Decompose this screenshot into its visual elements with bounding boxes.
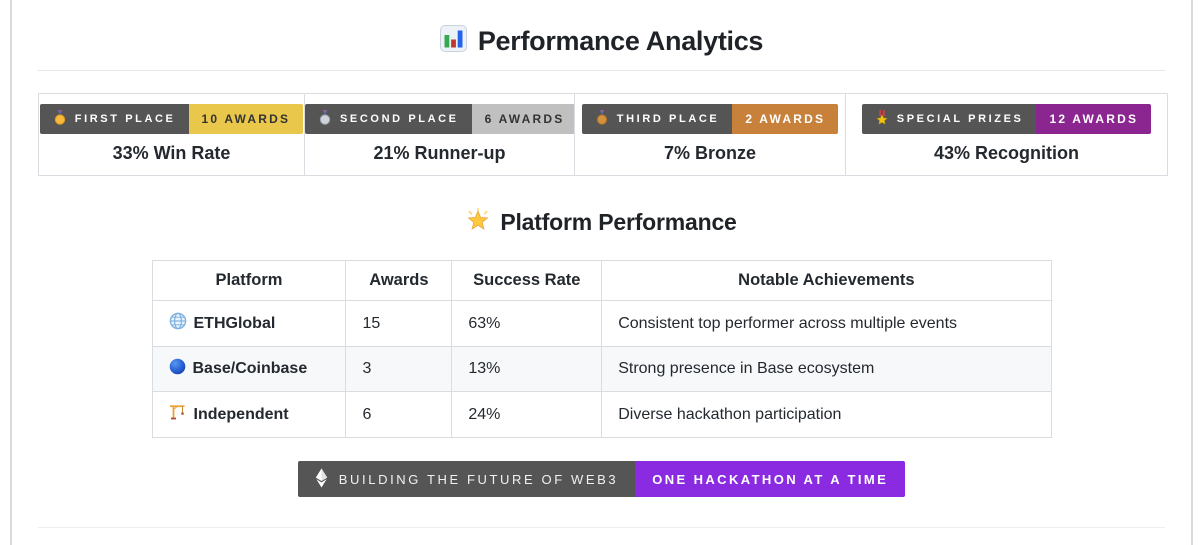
section-title: Platform Performance xyxy=(500,209,737,235)
silver-medal-icon xyxy=(318,110,332,128)
stat-caption: 21% Runner-up xyxy=(373,143,506,163)
page-frame: Performance Analytics FIRST PLACE 10 AWA… xyxy=(10,0,1193,545)
footer-badge-value: ONE HACKATHON AT A TIME xyxy=(635,461,906,497)
badge-label-text: SPECIAL PRIZES xyxy=(896,113,1024,125)
stats-row: FIRST PLACE 10 AWARDS 33% Win Rate SECON xyxy=(38,93,1168,176)
footer-label-text: BUILDING THE FUTURE OF WEB3 xyxy=(338,471,619,487)
title-divider xyxy=(38,70,1165,71)
footer-badge: BUILDING THE FUTURE OF WEB3 ONE HACKATHO… xyxy=(297,461,906,497)
success-rate-cell: 13% xyxy=(451,346,603,392)
badge-value: 6 AWARDS xyxy=(471,104,578,134)
badge-label: SPECIAL PRIZES xyxy=(861,104,1037,134)
section-header: Platform Performance xyxy=(38,208,1165,237)
footer-row: BUILDING THE FUTURE OF WEB3 ONE HACKATHO… xyxy=(38,461,1165,497)
stat-card-third-place: THIRD PLACE 2 AWARDS 7% Bronze xyxy=(574,93,846,176)
badge-label-text: FIRST PLACE xyxy=(74,113,176,125)
badge-label: FIRST PLACE xyxy=(39,104,189,134)
stat-card-second-place: SECOND PLACE 6 AWARDS 21% Runner-up xyxy=(304,93,578,176)
column-header-platform: Platform xyxy=(151,260,347,301)
badge-value: 10 AWARDS xyxy=(188,104,304,134)
achievement-cell: Strong presence in Base ecosystem xyxy=(601,346,1052,392)
badge-value: 2 AWARDS xyxy=(732,104,839,134)
achievement-cell: Diverse hackathon participation xyxy=(601,391,1052,438)
bottom-divider xyxy=(38,527,1165,528)
awards-cell: 3 xyxy=(345,346,453,392)
stat-caption: 43% Recognition xyxy=(933,143,1080,163)
gold-medal-icon xyxy=(53,110,67,128)
table-row: ETHGlobal 15 63% Consistent top performe… xyxy=(151,300,1052,347)
column-header-success-rate: Success Rate xyxy=(451,260,603,301)
stat-card-first-place: FIRST PLACE 10 AWARDS 33% Win Rate xyxy=(38,93,305,176)
platform-name: Independent xyxy=(193,405,289,423)
success-rate-cell: 63% xyxy=(451,300,603,347)
platform-performance-table: Platform Awards Success Rate Notable Ach… xyxy=(151,260,1052,438)
platform-name: Base/Coinbase xyxy=(192,360,308,377)
ethereum-icon xyxy=(315,468,328,491)
badge-label: THIRD PLACE xyxy=(581,104,733,134)
platform-cell: Independent xyxy=(151,391,347,438)
special-prizes-badge: SPECIAL PRIZES 12 AWARDS xyxy=(861,104,1152,134)
awards-cell: 15 xyxy=(345,300,453,347)
crane-icon xyxy=(169,403,187,426)
stat-caption: 7% Bronze xyxy=(663,143,757,163)
column-header-awards: Awards xyxy=(345,260,453,301)
table-wrapper: Platform Awards Success Rate Notable Ach… xyxy=(38,260,1165,438)
awards-cell: 6 xyxy=(345,391,453,438)
platform-cell: ETHGlobal xyxy=(151,300,347,347)
table-row: Independent 6 24% Diverse hackathon part… xyxy=(151,391,1052,438)
badge-value: 12 AWARDS xyxy=(1036,104,1152,134)
second-place-badge: SECOND PLACE 6 AWARDS xyxy=(305,104,578,134)
third-place-badge: THIRD PLACE 2 AWARDS xyxy=(581,104,839,134)
page-content: Performance Analytics FIRST PLACE 10 AWA… xyxy=(12,25,1191,528)
page-header: Performance Analytics xyxy=(38,25,1165,57)
globe-icon xyxy=(169,312,187,335)
platform-cell: Base/Coinbase xyxy=(151,346,347,392)
badge-label-text: THIRD PLACE xyxy=(616,113,720,125)
column-header-achievements: Notable Achievements xyxy=(601,260,1052,301)
bronze-medal-icon xyxy=(595,110,609,128)
achievement-cell: Consistent top performer across multiple… xyxy=(601,300,1052,347)
badge-label: SECOND PLACE xyxy=(305,104,472,134)
table-row: Base/Coinbase 3 13% Strong presence in B… xyxy=(151,346,1052,392)
platform-name: ETHGlobal xyxy=(193,314,276,332)
first-place-badge: FIRST PLACE 10 AWARDS xyxy=(39,104,304,134)
bar-chart-icon xyxy=(439,25,467,57)
glowing-star-icon xyxy=(466,208,490,237)
stat-card-special-prizes: SPECIAL PRIZES 12 AWARDS 43% Recognition xyxy=(845,93,1168,176)
footer-badge-label: BUILDING THE FUTURE OF WEB3 xyxy=(297,461,636,497)
page-title: Performance Analytics xyxy=(477,25,764,56)
military-medal-icon xyxy=(875,110,889,128)
success-rate-cell: 24% xyxy=(451,391,603,438)
table-header-row: Platform Awards Success Rate Notable Ach… xyxy=(151,260,1052,301)
blue-circle-icon xyxy=(169,358,186,380)
badge-label-text: SECOND PLACE xyxy=(340,113,459,125)
stat-caption: 33% Win Rate xyxy=(112,143,231,163)
